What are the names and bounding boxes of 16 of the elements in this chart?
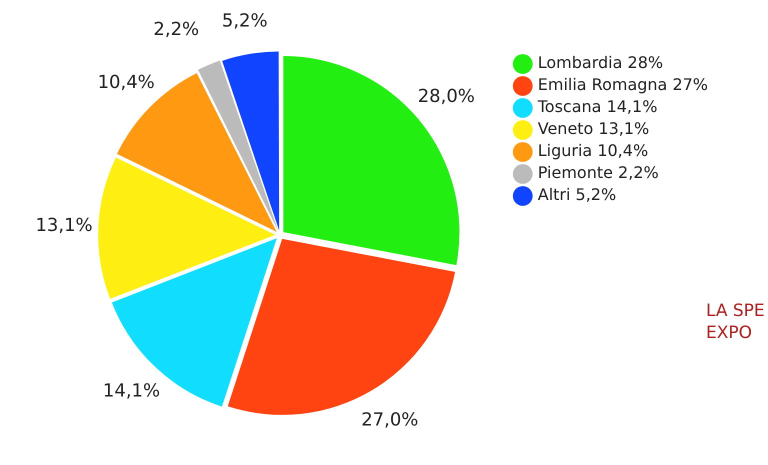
legend-label: Piemonte 2,2% [538,163,659,182]
text: LA SPE [706,300,765,322]
data-label: 14,1% [102,380,160,402]
text: EXPO [706,322,754,344]
data-label: 2,2% [153,18,200,40]
data-label: 13,1% [35,214,93,236]
legend-label: Emilia Romagna 27% [538,75,708,94]
data-label: 10,4% [98,72,155,93]
data-label: 27,0% [361,410,418,431]
legend-label: Altri 5,2% [538,185,616,204]
legend-label: Lombardia 28% [538,53,664,72]
legend-label: Veneto 13,1% [538,119,650,138]
data-label: 28,0% [418,86,475,107]
legend-label: Liguria 10,4% [538,141,648,160]
legend-label: Toscana 14,1% [536,97,658,116]
data-label: 5,2% [222,10,268,32]
